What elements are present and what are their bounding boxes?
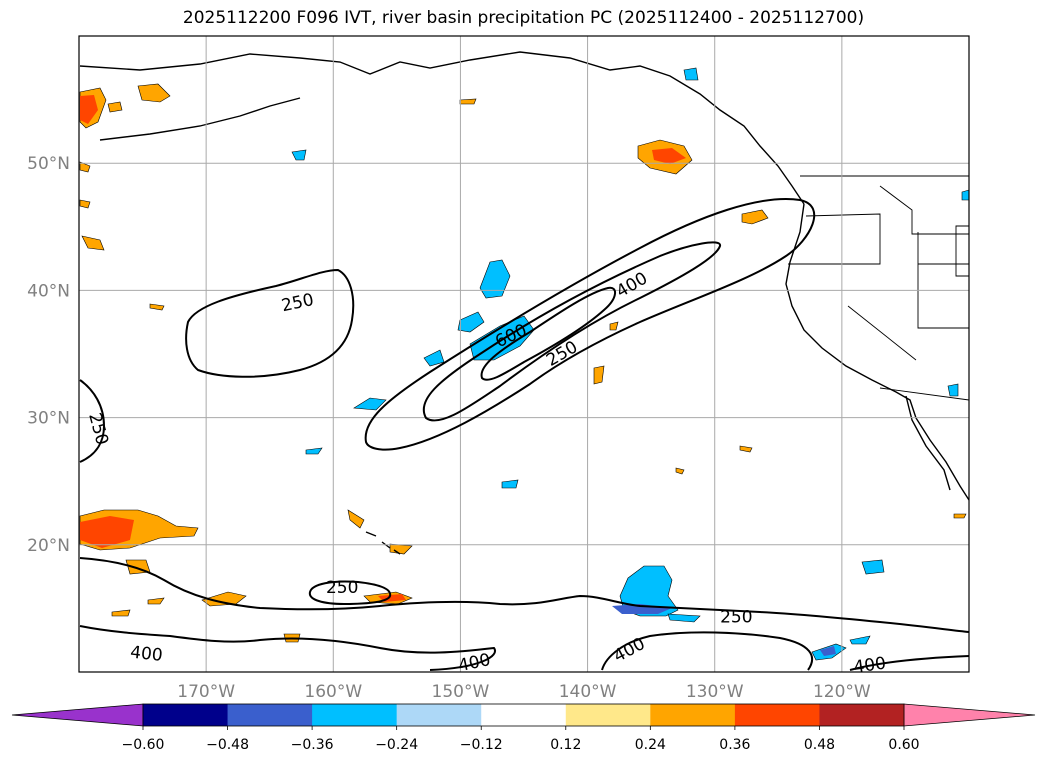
patch-positive: [79, 199, 91, 209]
colorbar-segment: [734, 704, 820, 726]
colorbar-segment: [565, 704, 651, 726]
ivt-contour-250-south-small: [308, 580, 392, 606]
colorbar-label: 0.12: [550, 737, 581, 753]
patch-positive: [459, 98, 477, 105]
colorbar-segment: [227, 704, 313, 726]
patch-positive: [81, 235, 105, 251]
colorbar-label: 0.48: [804, 737, 835, 753]
map-panel: [79, 36, 969, 672]
contour-label: 250: [326, 578, 358, 598]
patch-positive: [347, 509, 365, 529]
y-tick-label: 40°N: [27, 281, 70, 301]
gridlines: [79, 36, 969, 672]
x-tick-label: 160°W: [304, 682, 362, 702]
patch-negative: [667, 613, 701, 623]
chart-title: 2025112200 F096 IVT, river basin precipi…: [182, 8, 865, 28]
ivt-contour-250-west: [185, 268, 355, 378]
x-tick-label: 130°W: [686, 682, 744, 702]
patch-negative: [683, 67, 699, 81]
patch-negative: [961, 189, 970, 201]
colorbar-label: −0.48: [206, 737, 249, 753]
patch-positive: [79, 161, 91, 173]
patch-negative: [501, 479, 519, 489]
ivt-contour-400-south-east: [601, 631, 814, 671]
patch-positive: [80, 95, 98, 124]
ivt-contour-400-south: [79, 625, 496, 671]
colorbar-label: −0.60: [122, 737, 165, 753]
colorbar: −0.60 −0.48 −0.36 −0.24 −0.12 0.12 0.24 0.36 0.4…: [11, 703, 1036, 753]
patch-positive: [149, 303, 165, 311]
coastline-baja: [905, 395, 951, 491]
colorbar-label: 0.24: [635, 737, 666, 753]
colorbar-segment: [481, 704, 567, 726]
patch-negative: [849, 635, 871, 645]
patch-positive: [609, 321, 619, 331]
y-tick-label: 50°N: [27, 154, 70, 174]
patch-negative: [457, 311, 485, 333]
x-tick-label: 120°W: [813, 682, 871, 702]
patch-negative: [353, 397, 387, 411]
ivt-contour-250-jet: [364, 198, 816, 451]
patch-positive: [652, 148, 686, 164]
contour-label: 400: [129, 643, 163, 666]
x-tick-label: 170°W: [177, 682, 235, 702]
x-tick-label: 140°W: [559, 682, 617, 702]
patch-positive: [675, 467, 685, 475]
ivt-contour-250-south: [79, 557, 970, 633]
colorbar-extend-high: [903, 703, 1036, 727]
x-tick-label: 150°W: [432, 682, 490, 702]
contour-label: 400: [852, 653, 887, 677]
patch-negative: [291, 149, 307, 161]
y-tick-label: 20°N: [27, 536, 70, 556]
coastline-aleutians: [99, 97, 301, 141]
map-frame: [78, 35, 970, 673]
colorbar-segment: [650, 704, 736, 726]
ivt-contour-250-edge: [79, 379, 106, 463]
borders: [788, 175, 970, 401]
colorbar-segment: [819, 704, 905, 726]
patch-positive: [80, 516, 134, 548]
ivt-contour-400-jet: [422, 241, 721, 422]
contour-label: 250: [720, 607, 752, 627]
patch-positive: [107, 101, 123, 113]
colorbar-label: −0.36: [291, 737, 334, 753]
patch-negative: [861, 559, 885, 575]
colorbar-label: −0.24: [375, 737, 418, 753]
colorbar-segment: [396, 704, 482, 726]
coastline-us-west: [785, 203, 970, 501]
coastline-alaska: [79, 51, 805, 205]
ivt-contour-600-jet: [480, 286, 616, 381]
patch-positive: [953, 513, 967, 519]
colorbar-segment: [143, 704, 229, 726]
colorbar-label: −0.12: [460, 737, 503, 753]
patch-positive: [741, 209, 769, 225]
y-tick-labels: 50°N 40°N 30°N 20°N: [27, 154, 70, 556]
patch-positive: [593, 365, 605, 385]
y-tick-label: 30°N: [27, 409, 70, 429]
patch-positive: [147, 597, 165, 605]
x-tick-labels: 170°W 160°W 150°W 140°W 130°W 120°W: [177, 682, 871, 702]
colorbar-label: 0.36: [719, 737, 750, 753]
patch-positive: [111, 609, 131, 617]
colorbar-extend-low: [11, 703, 144, 727]
coastlines: [79, 51, 970, 555]
patch-positive: [137, 83, 171, 103]
colorbar-frame: [142, 703, 905, 727]
ivt-contour-400-far-east: [849, 655, 970, 671]
colorbar-segment: [312, 704, 398, 726]
patch-negative: [820, 646, 836, 656]
patch-positive: [201, 591, 247, 607]
patch-negative: [479, 259, 511, 299]
patch-positive: [739, 445, 753, 453]
patch-negative: [947, 383, 959, 397]
colorbar-label: 0.60: [888, 737, 919, 753]
patch-negative: [305, 447, 323, 455]
ivt-contours: [79, 198, 970, 671]
